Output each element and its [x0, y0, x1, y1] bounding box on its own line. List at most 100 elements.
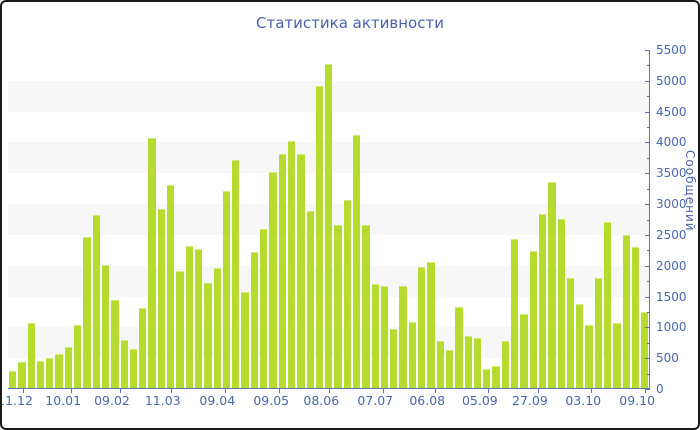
x-tick [537, 389, 539, 393]
y-major-tick [645, 173, 650, 175]
y-tick-label: 3500 [656, 166, 687, 181]
x-tick-label: 06.08 [409, 393, 446, 408]
y-major-tick [645, 111, 650, 113]
activity-bar [352, 135, 361, 389]
x-tick-label: 09.05 [253, 393, 290, 408]
activity-bar [194, 249, 203, 389]
activity-bar [371, 284, 379, 389]
y-major-tick [645, 327, 650, 329]
activity-bar [343, 200, 351, 389]
x-tick [120, 389, 121, 393]
chart-title: Статистика активности [256, 14, 444, 32]
activity-bar [27, 323, 35, 389]
y-tick-label: 3000 [656, 197, 687, 212]
activity-bar [278, 153, 286, 389]
x-tick-label: 09.04 [199, 393, 236, 408]
activity-bar [390, 328, 398, 389]
y-major-tick [645, 234, 650, 236]
activity-bar [408, 322, 417, 389]
plot-area [8, 50, 650, 393]
activity-bar [74, 324, 82, 389]
activity-bar [566, 278, 575, 389]
activity-bar [520, 314, 528, 389]
x-tick [279, 389, 281, 393]
y-tick-label: 500 [656, 351, 679, 366]
y-major-tick [645, 296, 650, 298]
activity-bar [111, 299, 119, 389]
x-tick [23, 389, 25, 393]
y-axis-title: Сообщений [683, 150, 697, 232]
activity-bar [241, 292, 249, 389]
y-tick-label: 5000 [656, 73, 687, 88]
y-tick-label: 1500 [656, 289, 687, 304]
x-tick [71, 389, 73, 393]
activity-bar [362, 224, 370, 389]
activity-bar [641, 312, 649, 389]
activity-bar [427, 261, 435, 389]
y-minor-tick [647, 281, 650, 283]
y-axis-labels: 0 500 1000 1500 2000 2500 3000 3500 4000 4500 5000… [654, 43, 698, 396]
x-tick-label: 09.10 [619, 393, 656, 408]
y-minor-tick [647, 188, 650, 190]
activity-bar [325, 64, 333, 389]
x-tick-label: 11.12 [0, 393, 33, 408]
activity-bar [613, 323, 621, 389]
y-major-tick [645, 50, 650, 51]
bars-container [9, 50, 649, 389]
x-tick [383, 389, 385, 393]
y-major-tick [645, 80, 650, 82]
activity-bar [455, 306, 463, 389]
activity-bar [315, 85, 324, 389]
activity-bar [260, 228, 268, 389]
activity-bar [585, 324, 593, 389]
activity-bar [557, 218, 565, 389]
y-tick-label: 4000 [656, 135, 687, 150]
activity-bar [83, 237, 91, 389]
activity-bar [306, 211, 314, 389]
activity-bar [204, 283, 212, 389]
y-minor-tick [647, 219, 650, 221]
activity-bar [287, 141, 296, 389]
activity-bar [157, 209, 166, 389]
x-tick [591, 389, 593, 393]
y-minor-tick [647, 373, 650, 375]
y-tick-label: 2500 [656, 227, 687, 242]
activity-bar [185, 246, 193, 389]
y-tick-label: 1000 [656, 320, 687, 335]
x-tick [435, 389, 437, 393]
activity-bar [399, 286, 407, 389]
activity-bar [213, 267, 221, 389]
activity-bar [548, 181, 556, 389]
activity-bar [483, 368, 491, 389]
x-tick-label: 10.01 [45, 393, 82, 408]
activity-bar [101, 264, 110, 389]
activity-bar [511, 238, 519, 389]
y-major-tick [645, 358, 650, 360]
activity-bar [129, 349, 138, 389]
x-axis-labels: 11.12 10.01 09.02 11.03 09.04 09.05 08.06 07.07… [2, 393, 655, 409]
activity-bar [576, 303, 584, 389]
activity-bar [473, 338, 482, 389]
activity-bar [55, 354, 63, 389]
activity-bar [464, 335, 472, 389]
y-major-tick [645, 204, 650, 206]
activity-bar [120, 339, 128, 389]
activity-bar [436, 341, 444, 389]
activity-bar [9, 370, 17, 389]
y-minor-tick [647, 342, 650, 344]
x-tick-label: 09.02 [94, 393, 130, 408]
activity-bar [594, 278, 602, 389]
activity-bar [64, 347, 73, 389]
x-tick-label: 27.09 [512, 393, 548, 408]
activity-bar [445, 350, 454, 389]
activity-bar [176, 270, 184, 389]
activity-bar [167, 184, 175, 389]
activity-bar [36, 360, 45, 389]
y-major-tick [645, 142, 650, 144]
activity-bar [380, 286, 389, 389]
activity-bar [297, 153, 305, 389]
x-tick [170, 389, 172, 393]
activity-bar [148, 138, 156, 389]
activity-bar [418, 267, 426, 389]
y-minor-tick [647, 127, 650, 129]
